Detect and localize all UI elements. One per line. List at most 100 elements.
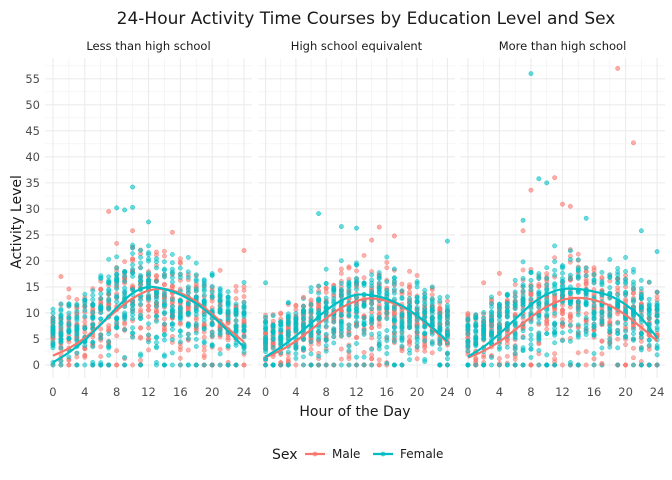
scatter-point [154, 318, 159, 324]
scatter-point [615, 272, 621, 278]
scatter-point [391, 290, 397, 296]
scatter-point [201, 312, 207, 318]
scatter-point [323, 343, 329, 349]
scatter-point [607, 257, 613, 262]
scatter-point [631, 326, 636, 332]
scatter-point [193, 330, 199, 336]
scatter-point [444, 238, 450, 244]
scatter-point [429, 318, 435, 324]
scatter-point [552, 267, 558, 273]
scatter-point [193, 336, 199, 342]
scatter-point [528, 283, 534, 289]
scatter-point [338, 346, 344, 352]
scatter-point [301, 294, 306, 300]
scatter-point [169, 266, 175, 272]
scatter-point [354, 362, 359, 368]
scatter-point [122, 312, 128, 318]
scatter-point [528, 362, 534, 368]
scatter-point [169, 350, 175, 356]
scatter-point [90, 288, 96, 294]
scatter-point [201, 278, 207, 284]
scatter-point [138, 357, 143, 363]
scatter-point [646, 342, 652, 348]
scatter-point [473, 337, 479, 343]
scatter-point [369, 346, 375, 352]
scatter-point [407, 357, 412, 363]
scatter-point [154, 335, 159, 341]
scatter-point [316, 362, 322, 368]
scatter-point [217, 346, 223, 352]
scatter-point [638, 228, 644, 234]
scatter-point [106, 291, 112, 296]
scatter-point [646, 302, 652, 308]
scatter-point [369, 317, 375, 323]
scatter-point [241, 248, 247, 253]
scatter-point [130, 306, 136, 312]
scatter-point [583, 265, 589, 271]
scatter-point [106, 305, 112, 311]
scatter-point [346, 283, 352, 289]
scatter-point [399, 288, 405, 294]
scatter-point [161, 352, 167, 358]
scatter-point [599, 338, 605, 344]
scatter-point [66, 320, 72, 326]
scatter-point [544, 352, 550, 358]
scatter-point [560, 290, 565, 296]
scatter-point [422, 299, 428, 305]
scatter-point [567, 318, 573, 324]
scatter-point [399, 362, 405, 368]
scatter-point [560, 362, 565, 368]
scatter-point [316, 328, 322, 334]
scatter-point [50, 315, 56, 321]
scatter-point [591, 332, 597, 338]
scatter-point [361, 332, 367, 337]
scatter-point [241, 311, 247, 317]
scatter-point [185, 290, 191, 296]
legend-label: Female [400, 447, 443, 461]
scatter-point [130, 362, 136, 368]
scatter-point [560, 338, 565, 344]
scatter-point [437, 318, 443, 324]
scatter-point [323, 266, 329, 272]
scatter-point [193, 294, 199, 300]
scatter-point [391, 338, 397, 344]
scatter-point [270, 362, 276, 368]
scatter-point [130, 325, 136, 331]
scatter-point [233, 288, 239, 294]
scatter-point [98, 353, 104, 359]
scatter-point [169, 313, 175, 319]
x-tick-label: 16 [379, 385, 394, 399]
scatter-point [106, 274, 112, 280]
scatter-point [429, 341, 435, 347]
scatter-point [285, 300, 291, 306]
scatter-point [285, 362, 291, 368]
scatter-point [369, 283, 375, 289]
scatter-point [369, 272, 375, 278]
scatter-point [201, 340, 207, 346]
y-tick-label: 45 [25, 124, 40, 138]
scatter-point [536, 362, 542, 368]
scatter-point [384, 291, 390, 297]
scatter-point [536, 304, 542, 310]
scatter-point [575, 282, 581, 288]
scatter-point [623, 328, 629, 334]
legend-key-point [312, 451, 318, 457]
scatter-point [106, 209, 112, 214]
scatter-point [528, 342, 534, 347]
scatter-point [130, 270, 136, 276]
scatter-point [74, 336, 80, 342]
scatter-point [399, 281, 405, 287]
scatter-point [552, 311, 558, 316]
scatter-point [217, 286, 223, 291]
scatter-point [58, 324, 64, 330]
scatter-point [82, 326, 88, 332]
scatter-point [161, 282, 167, 288]
scatter-point [146, 347, 151, 353]
scatter-point [623, 268, 629, 274]
scatter-point [308, 285, 314, 291]
scatter-point [130, 334, 136, 340]
scatter-point [74, 331, 80, 337]
scatter-point [496, 302, 502, 308]
scatter-point [201, 317, 207, 323]
scatter-point [520, 328, 526, 334]
